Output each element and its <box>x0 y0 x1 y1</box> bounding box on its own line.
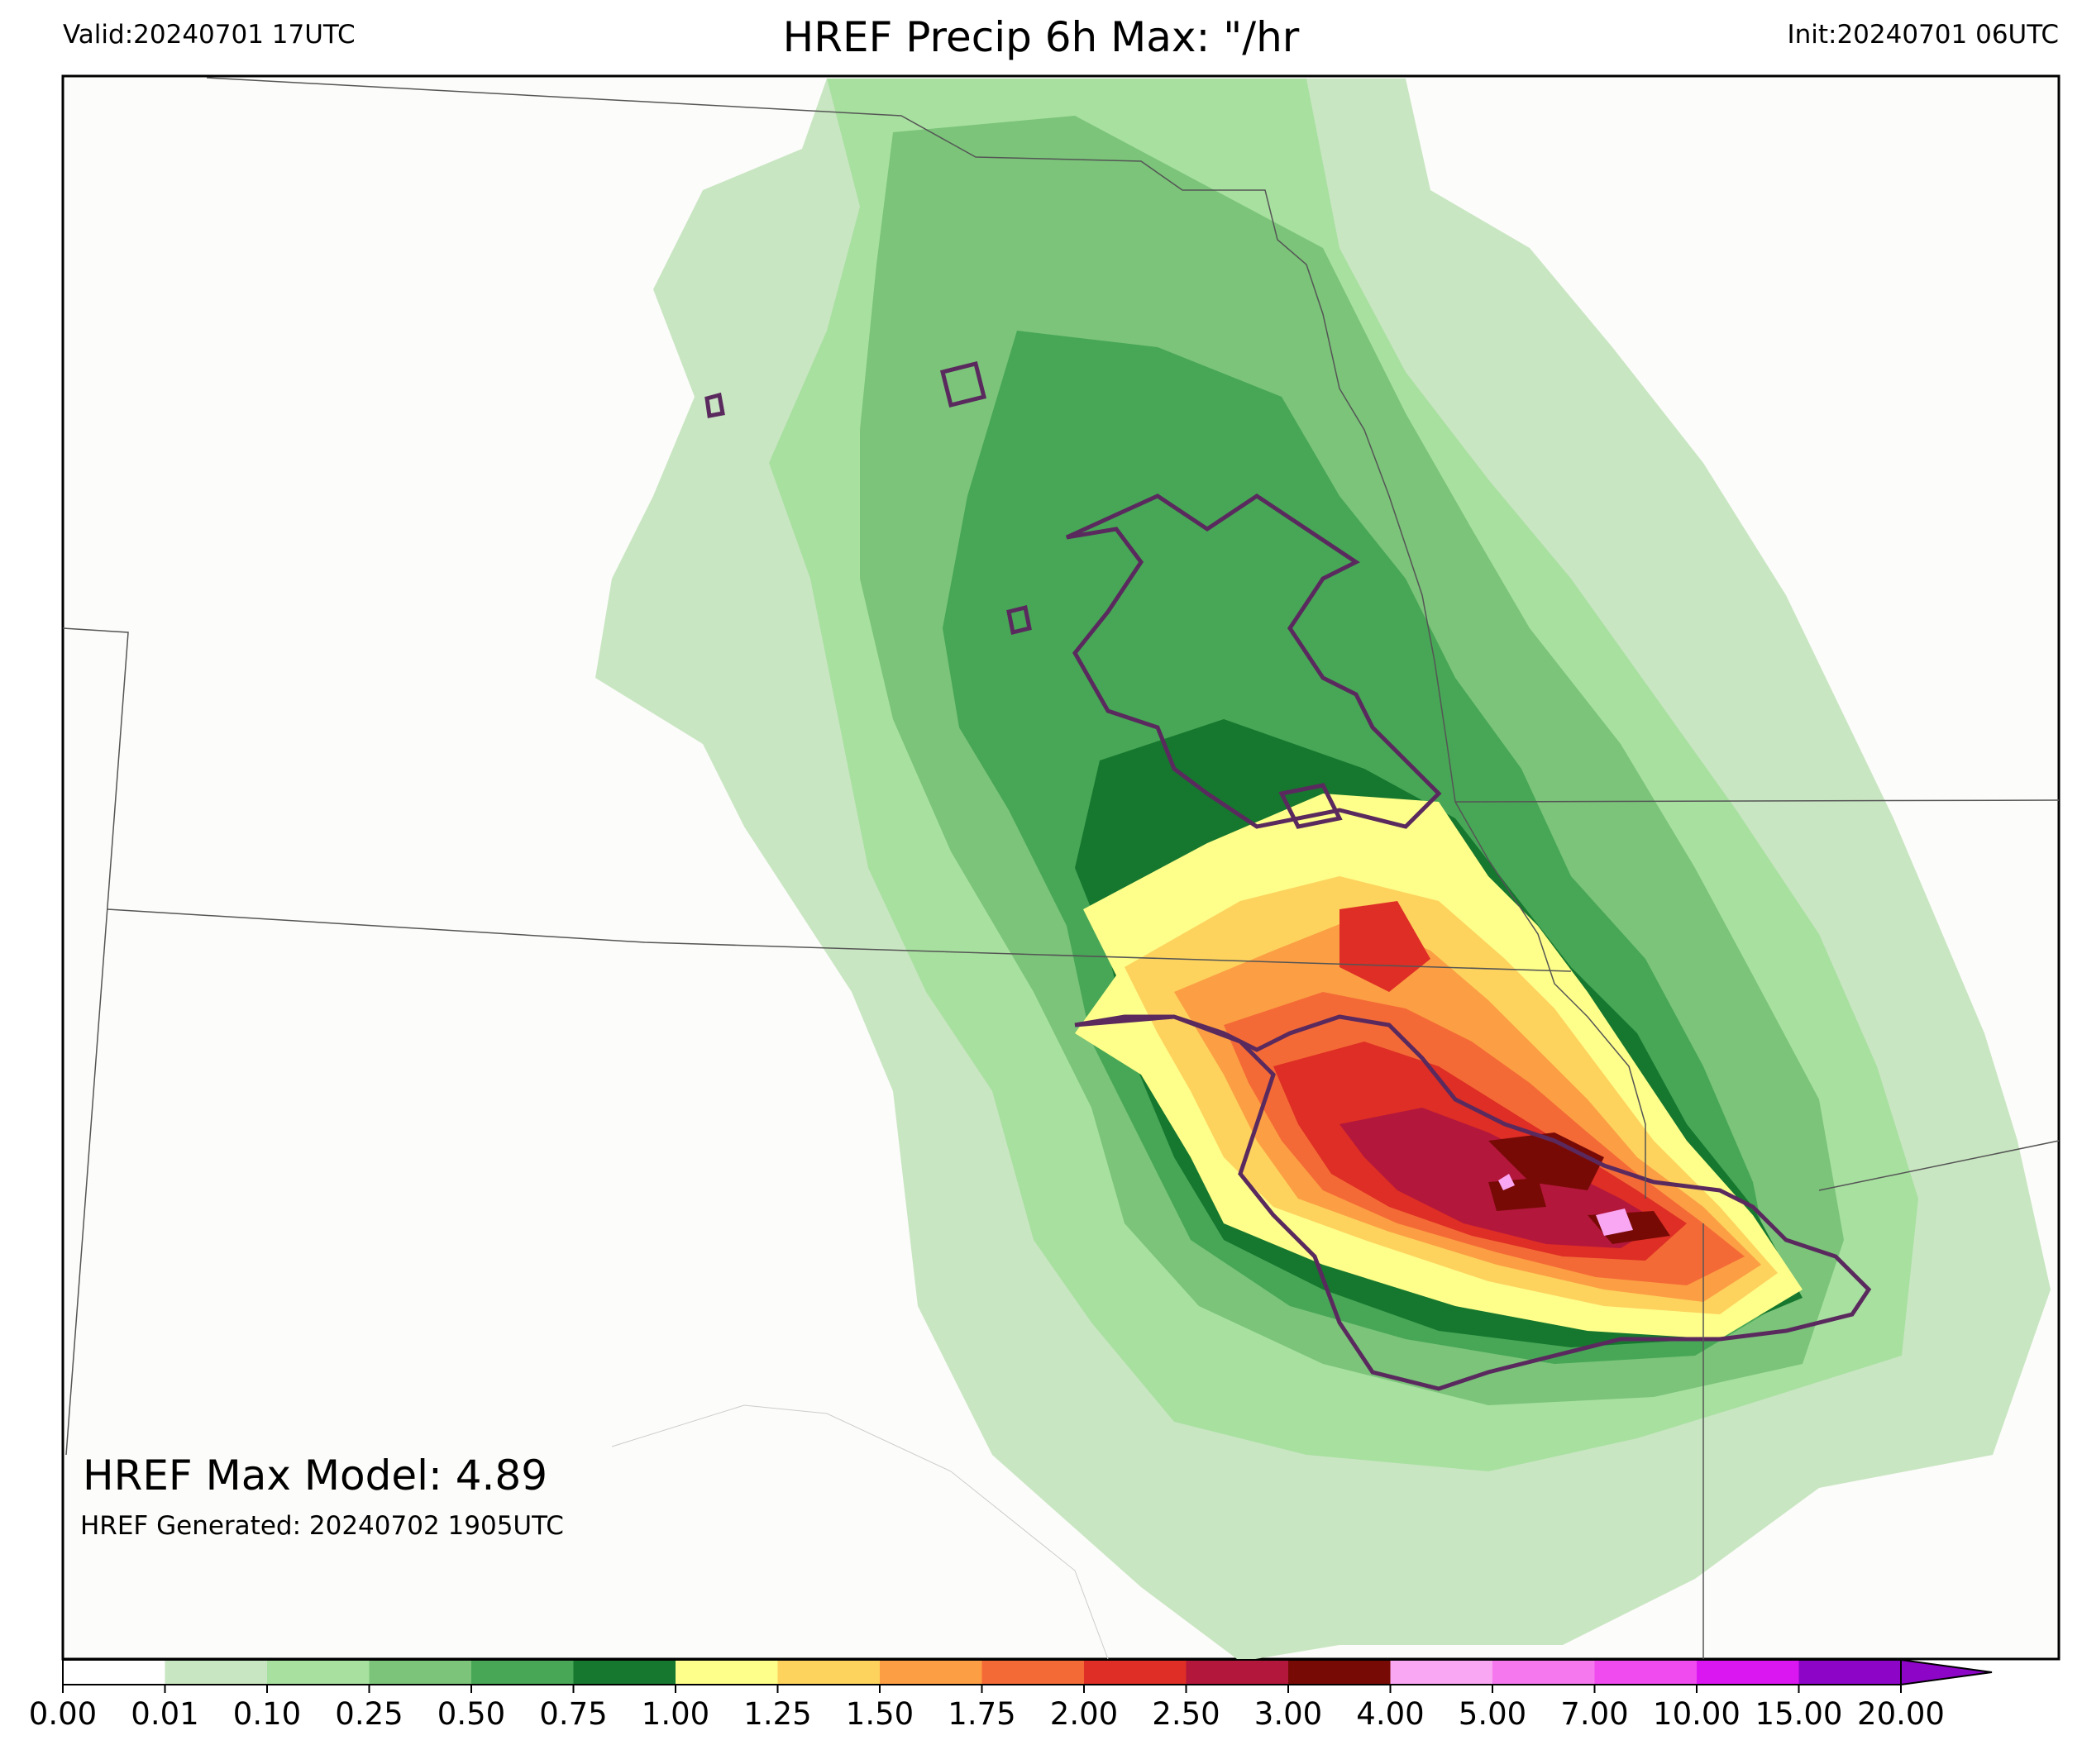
init-time-label: Init:20240701 06UTC <box>1787 20 2059 50</box>
max-model-label: HREF Max Model: 4.89 <box>83 1452 548 1499</box>
max-model-contour <box>704 360 1872 1391</box>
generated-label: HREF Generated: 20240702 1905UTC <box>80 1511 564 1541</box>
state-boundaries <box>62 77 2060 1660</box>
chart-title: HREF Precip 6h Max: "/hr <box>782 13 1300 61</box>
valid-time-label: Valid:20240701 17UTC <box>63 20 356 50</box>
